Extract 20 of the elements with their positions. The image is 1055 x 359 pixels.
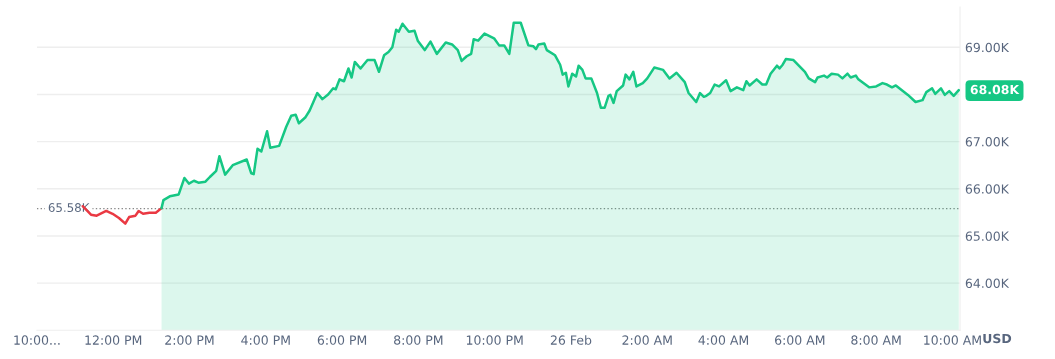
- x-tick-label: 2:00 PM: [165, 335, 214, 345]
- x-tick-label: 2:00 AM: [622, 335, 672, 345]
- x-tick-label: 12:00 PM: [85, 335, 142, 345]
- x-tick-label: 8:00 AM: [851, 335, 901, 345]
- x-tick-label: 10:00 PM: [466, 335, 523, 345]
- x-tick-label: 6:00 PM: [317, 335, 367, 345]
- annotation: 68.08K: [970, 84, 1020, 95]
- y-tick-label: 64.00K: [965, 278, 1010, 289]
- y-tick-label: 69.00K: [965, 42, 1010, 53]
- y-tick-label: 66.00K: [965, 184, 1010, 194]
- x-tick-label: 10:00 AM: [924, 335, 981, 345]
- x-tick-label: 6:00 AM: [775, 335, 825, 345]
- x-tick-label: 10:00...: [14, 335, 60, 345]
- x-tick-label: 4:00 AM: [698, 335, 749, 345]
- x-tick-label: 8:00 PM: [394, 335, 443, 345]
- y-tick-label: 67.00K: [965, 137, 1010, 147]
- x-tick-label: 26 Feb: [550, 335, 592, 345]
- x-tick-label: 4:00 PM: [241, 335, 290, 345]
- y-axis-title: USD: [983, 333, 1012, 344]
- y-tick-label: 65.00K: [965, 231, 1010, 241]
